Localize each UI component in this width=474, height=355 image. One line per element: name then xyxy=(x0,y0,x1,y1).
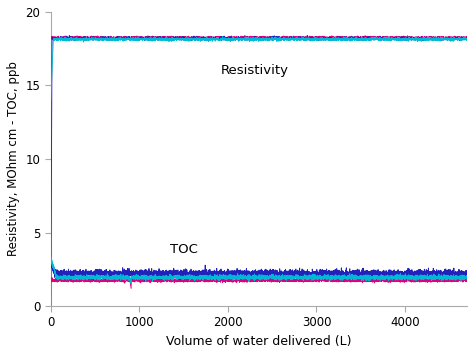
Y-axis label: Resistivity, MOhm cm - TOC, ppb: Resistivity, MOhm cm - TOC, ppb xyxy=(7,61,20,256)
Text: TOC: TOC xyxy=(170,243,198,256)
Text: Resistivity: Resistivity xyxy=(220,64,289,77)
X-axis label: Volume of water delivered (L): Volume of water delivered (L) xyxy=(166,335,352,348)
